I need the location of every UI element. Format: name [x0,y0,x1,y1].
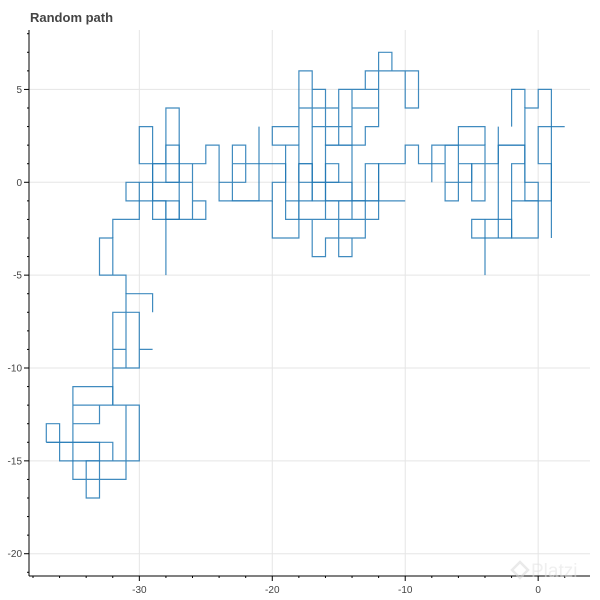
random-path-line [46,386,140,499]
random-path-line [112,107,260,238]
random-path-line [271,51,420,146]
x-tick-label: -20 [265,585,280,596]
random-path-line [497,200,539,239]
random-path-line [258,126,313,220]
random-path-line [98,237,127,294]
chart-title: Random path [30,10,113,25]
random-path-line [112,311,153,406]
random-path-line [497,126,526,201]
y-tick-label: -10 [8,364,23,375]
grid [29,30,590,576]
plot-area [45,51,565,499]
random-path-line [511,88,526,127]
y-tick-label: 0 [16,178,22,189]
x-tick-label: -10 [398,585,413,596]
y-tick-label: -15 [8,456,23,467]
y-tick-label: -5 [13,271,22,282]
x-tick-label: -30 [132,585,147,596]
random-path-line [471,88,552,239]
y-tick-label: 5 [16,85,22,96]
platzi-logo-icon [510,560,530,580]
tick-labels: -30 -20 -10 0 -20 -15 -10 -5 0 5 [8,33,566,596]
y-tick-label: -20 [8,549,23,560]
axes [28,30,590,577]
x-tick-label: 0 [535,585,541,596]
platzi-watermark-text: Platzi [531,561,577,582]
random-path-line [125,293,154,313]
platzi-watermark: Platzi [510,560,577,582]
random-path-line [311,126,406,202]
random-path-line [431,126,486,202]
random-path-line [125,126,180,220]
